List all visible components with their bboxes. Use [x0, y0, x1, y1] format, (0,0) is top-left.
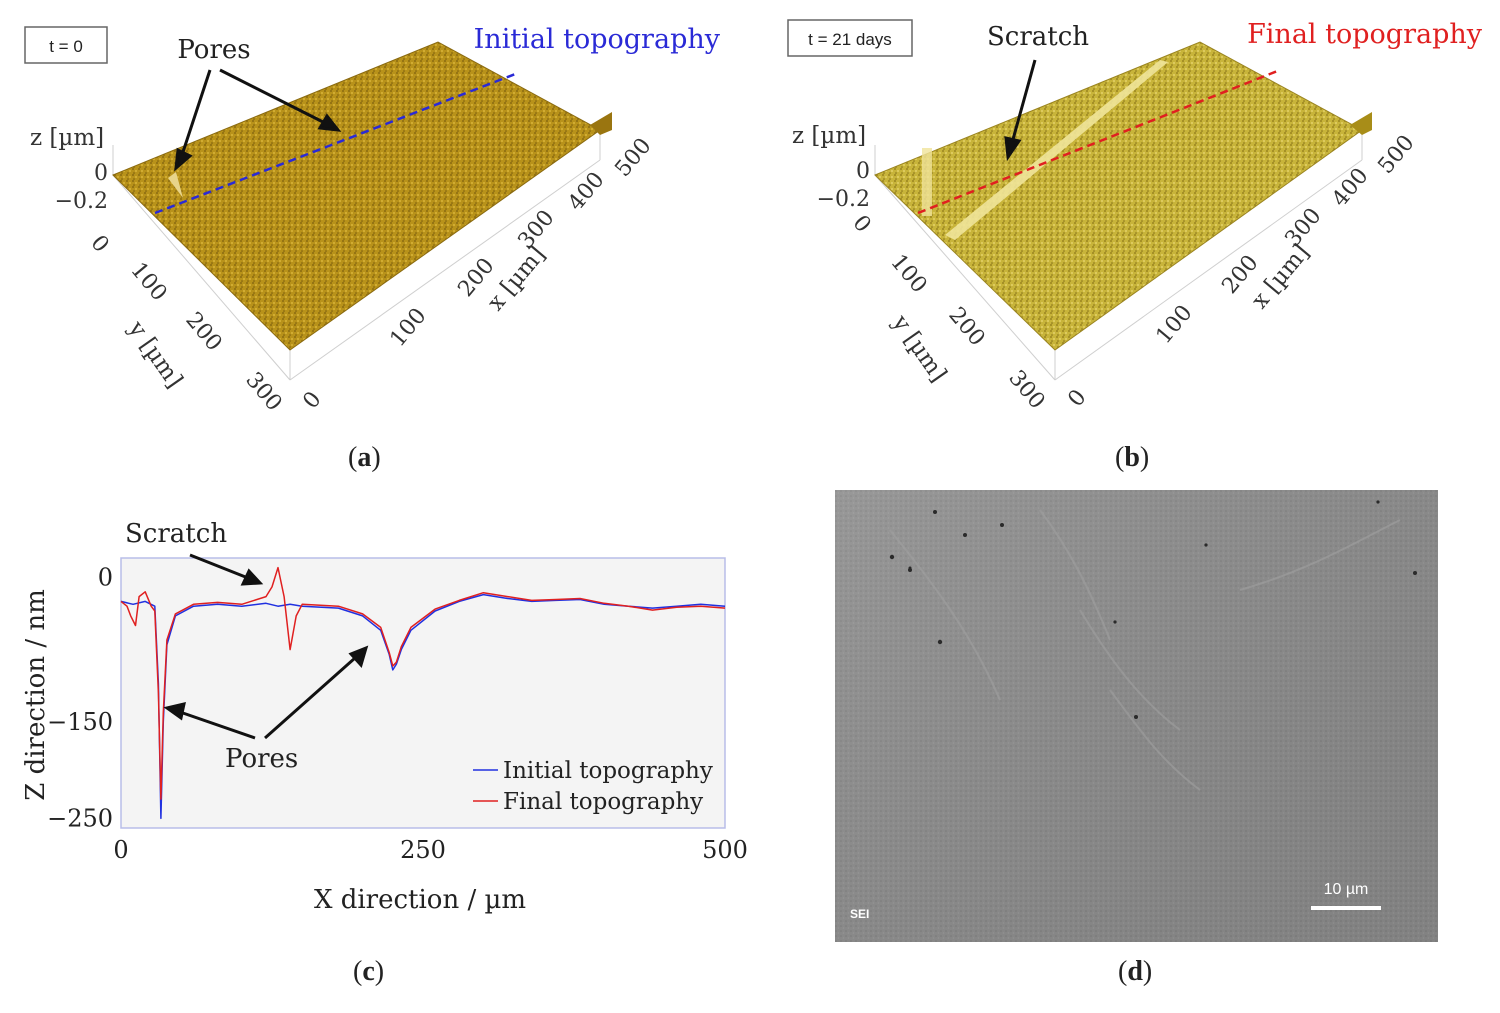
chart-ticks: 0 250 500 0 −150 −250 — [47, 563, 748, 864]
panel-a-surface-edge — [590, 112, 612, 135]
panel-c: 0 250 500 0 −150 −250 Z direction / nm X dire… — [0, 490, 750, 1013]
chart-y-tick-0: 0 — [98, 563, 113, 591]
chart-y-axis-label: Z direction / nm — [21, 589, 51, 801]
panel-a-z-tick-1: −0.2 — [55, 189, 108, 214]
panel-b-figure: t = 21 days Scratch Final topography z [… — [787, 19, 1483, 414]
panel-a-caption: (a) — [348, 442, 381, 473]
sem-detector-label: SEI — [850, 907, 869, 921]
panel-a-pores-annotation: Pores — [177, 35, 250, 65]
panel-b-y-tick-1: 100 — [885, 250, 931, 298]
panel-b-scratch-streak — [945, 60, 1168, 240]
panel-d-caption-letter: d — [1127, 956, 1143, 987]
panel-b-surface-edge — [1350, 112, 1372, 135]
panel-b-x-tick-1: 100 — [1151, 301, 1197, 349]
chart-y-tick-1: −150 — [47, 708, 113, 736]
panel-a-time-box — [24, 26, 108, 64]
panel-b-caption: (b) — [1115, 442, 1150, 473]
panel-b-y-tick-3: 300 — [1003, 366, 1049, 414]
panel-b-arrow — [1004, 59, 1037, 162]
panel-b-y-tick-0: 0 — [847, 211, 875, 238]
panel-b-x-tick-3: 300 — [1280, 204, 1326, 252]
panel-a-z-tick-0: 0 — [94, 161, 108, 186]
panel-a-y-axis-label: y [µm] — [123, 316, 188, 393]
panel-a-x-tick-1: 100 — [385, 304, 431, 352]
panel-a-x-tick-5: 500 — [610, 134, 656, 182]
panel-a-y-tick-3: 300 — [240, 368, 286, 416]
panel-b-bounding-box — [874, 130, 1363, 381]
legend-label-final: Final topography — [503, 789, 703, 815]
panel-b-scratch-annotation: Scratch — [987, 22, 1089, 52]
panel-b: t = 21 days Scratch Final topography z [… — [750, 0, 1500, 480]
panel-c-caption-letter: c — [362, 956, 375, 987]
chart-lines — [120, 566, 726, 820]
panel-a-x-tick-4: 400 — [563, 168, 609, 216]
panel-a-x-axis-label: x [µm] — [483, 242, 551, 316]
panel-a-z-axis-label: z [µm] — [30, 125, 104, 151]
panel-b-z-axis-label: z [µm] — [792, 123, 866, 149]
panel-b-time-label: t = 21 days — [808, 30, 892, 49]
chart-x-tick-1: 250 — [400, 836, 446, 864]
panel-c-chart: 0 250 500 0 −150 −250 Z direction / nm X dire… — [21, 519, 748, 915]
panel-a-pore-mark — [168, 172, 183, 198]
chart-scratch-arrow — [189, 553, 264, 586]
panel-b-y-tick-2: 200 — [943, 303, 989, 351]
chart-x-tick-2: 500 — [702, 836, 748, 864]
chart-scratch-annotation: Scratch — [125, 519, 227, 549]
chart-x-tick-0: 0 — [113, 836, 128, 864]
panel-d-sem-image: SEI 10 µm — [835, 490, 1438, 942]
chart-plot-area — [120, 557, 726, 829]
panel-a-y-tick-0: 0 — [85, 231, 113, 258]
panel-b-z-tick-0: 0 — [856, 159, 870, 184]
panel-b-caption-letter: b — [1124, 442, 1140, 473]
panel-b-z-tick-1: −0.2 — [817, 187, 870, 212]
panel-a-y-tick-2: 200 — [180, 308, 226, 356]
panel-a-time-label: t = 0 — [49, 37, 83, 56]
chart-pores-arrows — [163, 645, 369, 740]
panel-a-arrows — [174, 68, 342, 172]
panel-a-figure: t = 0 Pores Initial topography z [µm] 0 … — [24, 24, 721, 416]
panel-b-edge-streaks — [922, 148, 932, 216]
panel-b-surface — [874, 41, 1363, 351]
panel-a: t = 0 Pores Initial topography z [µm] 0 … — [0, 0, 750, 480]
panel-b-time-box — [787, 19, 913, 57]
chart-y-tick-2: −250 — [47, 804, 113, 832]
panel-b-x-tick-0: 0 — [1063, 385, 1091, 412]
sem-scale-bar — [1311, 906, 1381, 910]
panel-d: SEI 10 µm (d) — [750, 490, 1500, 1013]
legend-label-initial: Initial topography — [503, 758, 713, 784]
chart-series-line-final — [120, 566, 726, 800]
sem-scale-bar-label: 10 µm — [1324, 881, 1369, 898]
chart-legend: Initial topography Final topography — [473, 758, 713, 815]
panel-a-caption-letter: a — [357, 442, 372, 473]
panel-a-title: Initial topography — [474, 24, 721, 55]
panel-b-title: Final topography — [1247, 19, 1483, 50]
sem-surface-features — [889, 509, 1401, 791]
sem-pores — [889, 500, 1417, 719]
panel-b-y-axis-label: y [µm] — [887, 310, 952, 387]
chart-x-axis-label: X direction / µm — [314, 885, 526, 915]
panel-a-x-tick-0: 0 — [298, 387, 326, 414]
panel-a-y-tick-1: 100 — [125, 258, 171, 306]
chart-pores-annotation: Pores — [225, 744, 298, 774]
panel-b-x-axis-label: x [µm] — [1247, 240, 1315, 314]
panel-b-x-tick-5: 500 — [1373, 131, 1419, 179]
panel-d-caption: (d) — [1118, 956, 1153, 987]
panel-c-caption: (c) — [353, 956, 385, 987]
panel-a-surface — [112, 41, 601, 351]
panel-b-x-tick-4: 400 — [1327, 164, 1373, 212]
